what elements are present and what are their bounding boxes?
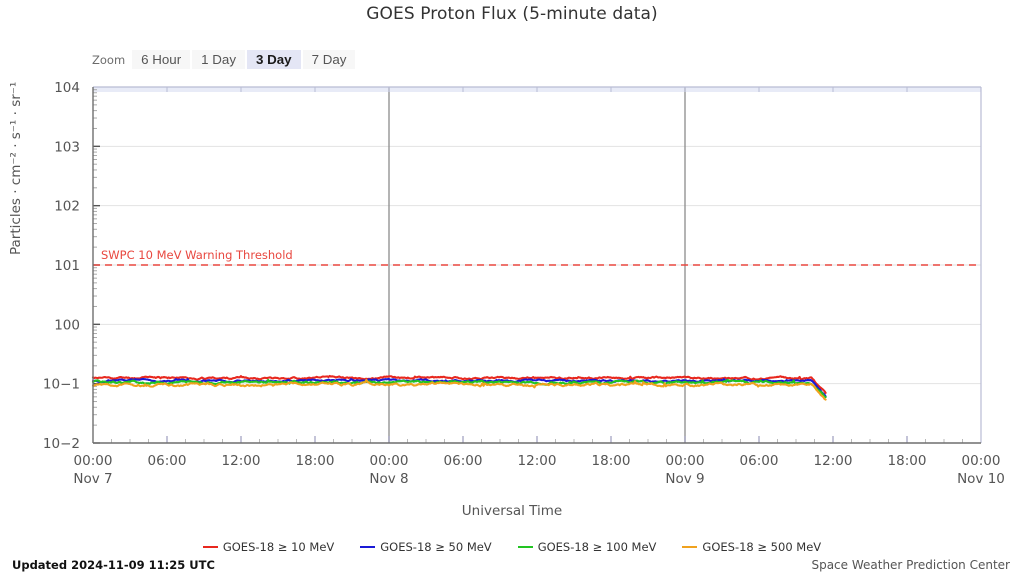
zoom-button-3-day[interactable]: 3 Day [246, 49, 302, 70]
y-axis-title: Particles · cm⁻² · s⁻¹ · sr⁻¹ [8, 81, 24, 255]
y-axis-tick-label: 102 [54, 199, 80, 215]
data-series-line [91, 378, 827, 401]
last-updated-text: Updated 2024-11-09 11:25 UTC [12, 558, 215, 572]
x-axis-tick-label-time: 00:00 [74, 453, 113, 469]
x-axis-tick-label-time: 12:00 [222, 453, 261, 469]
legend-swatch-10-mev [202, 546, 218, 548]
y-axis-tick-label: 10−2 [43, 436, 80, 452]
zoom-button-7-day[interactable]: 7 Day [301, 49, 357, 70]
x-axis-title: Universal Time [461, 503, 563, 519]
legend-label-50-mev: GOES-18 ≥ 50 MeV [380, 540, 492, 554]
x-axis-tick-label-time: 06:00 [444, 453, 483, 469]
legend-label-10-mev: GOES-18 ≥ 10 MeV [222, 540, 335, 554]
x-axis-tick-label-time: 00:00 [370, 453, 409, 469]
legend-item-10-mev[interactable]: GOES-18 ≥ 10 MeV [202, 540, 335, 554]
x-axis-tick-label-time: 18:00 [296, 453, 335, 469]
x-axis-tick-label-date: Nov 7 [73, 471, 112, 487]
legend-item-50-mev[interactable]: GOES-18 ≥ 50 MeV [360, 540, 492, 554]
page-title: GOES Proton Flux (5-minute data) [366, 4, 658, 24]
x-axis-tick-label-time: 18:00 [888, 453, 927, 469]
credit-text: Space Weather Prediction Center [811, 558, 1010, 572]
x-axis-tick-label-date: Nov 8 [369, 471, 408, 487]
x-axis-tick-label-time: 06:00 [148, 453, 187, 469]
zoom-button-1-day[interactable]: 1 Day [191, 49, 246, 70]
x-axis-tick-label-date: Nov 10 [957, 471, 1005, 487]
chart-legend: GOES-18 ≥ 10 MeV GOES-18 ≥ 50 MeV GOES-1… [0, 540, 1024, 554]
legend-swatch-100-mev [517, 546, 533, 548]
y-axis-tick-label: 100 [54, 317, 80, 333]
y-axis-tick-label: 104 [54, 80, 80, 96]
legend-swatch-500-mev [682, 546, 698, 548]
x-axis-tick-label-time: 18:00 [592, 453, 631, 469]
y-axis-tick-label: 10−1 [43, 377, 80, 393]
x-axis-tick-label-time: 12:00 [814, 453, 853, 469]
legend-label-100-mev: GOES-18 ≥ 100 MeV [537, 540, 657, 554]
y-axis-tick-label: 101 [54, 258, 80, 274]
legend-label-500-mev: GOES-18 ≥ 500 MeV [702, 540, 822, 554]
x-axis-tick-label-time: 12:00 [518, 453, 557, 469]
x-axis-tick-label-date: Nov 9 [665, 471, 704, 487]
legend-item-100-mev[interactable]: GOES-18 ≥ 100 MeV [517, 540, 657, 554]
y-axis-tick-label: 103 [54, 139, 80, 155]
zoom-range-controls: Zoom 6 Hour 1 Day 3 Day 7 Day [92, 49, 357, 70]
legend-item-500-mev[interactable]: GOES-18 ≥ 500 MeV [682, 540, 821, 554]
warning-threshold-label: SWPC 10 MeV Warning Threshold [101, 248, 293, 262]
data-series-line [91, 378, 827, 399]
zoom-label: Zoom [92, 52, 126, 67]
legend-swatch-50-mev [360, 546, 376, 548]
data-series-line [91, 374, 827, 394]
zoom-button-6-hour[interactable]: 6 Hour [131, 49, 192, 70]
x-axis-tick-label-time: 06:00 [740, 453, 779, 469]
x-axis-tick-label-time: 00:00 [962, 453, 1001, 469]
x-axis-tick-label-time: 00:00 [666, 453, 705, 469]
